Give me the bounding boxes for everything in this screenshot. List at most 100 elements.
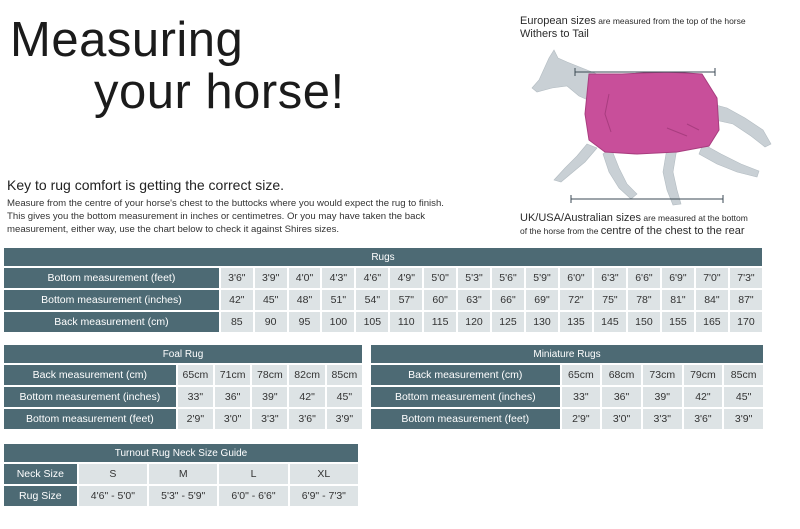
size-cell: 2'9" bbox=[177, 409, 213, 429]
size-cell: 3'3" bbox=[252, 409, 288, 429]
size-cell: 79cm bbox=[683, 365, 723, 385]
table-row: Back measurement (cm) 65cm 71cm 78cm 82cm 85c… bbox=[4, 365, 362, 385]
size-cell: 75" bbox=[593, 290, 626, 310]
size-cell: L bbox=[219, 464, 288, 484]
size-cell: 3'9" bbox=[724, 409, 763, 429]
size-cell: 84" bbox=[695, 290, 728, 310]
size-cell: 155 bbox=[661, 312, 694, 332]
size-cell: S bbox=[78, 464, 148, 484]
neck-table-caption: Turnout Rug Neck Size Guide bbox=[4, 444, 358, 462]
size-cell: 4'6" - 5'0" bbox=[78, 486, 148, 506]
size-cell: 87" bbox=[729, 290, 762, 310]
size-cell: 36" bbox=[214, 387, 251, 407]
size-cell: 45" bbox=[724, 387, 763, 407]
uk-note-small2: of the horse from the bbox=[520, 226, 601, 236]
uk-note-bold: UK/USA/Australian sizes bbox=[520, 212, 642, 224]
size-cell: 3'0" bbox=[602, 409, 641, 429]
size-cell: 115 bbox=[424, 312, 457, 332]
size-cell: 54" bbox=[356, 290, 389, 310]
size-cell: 125 bbox=[492, 312, 524, 332]
size-cell: 5'9" bbox=[525, 268, 558, 288]
miniature-rugs-size-table: Miniature Rugs Back measurement (cm) 65cm 6… bbox=[369, 343, 765, 431]
size-cell: 6'3" bbox=[593, 268, 626, 288]
size-cell: 5'0" bbox=[424, 268, 457, 288]
size-cell: 6'0" bbox=[559, 268, 592, 288]
size-cell: 73cm bbox=[642, 365, 682, 385]
table-row: Bottom measurement (feet) 2'9" 3'0" 3'3" 3'6… bbox=[371, 409, 763, 429]
table-row: Bottom measurement (inches) 33" 36" 39" 42" 4… bbox=[4, 387, 362, 407]
size-cell: 65cm bbox=[177, 365, 213, 385]
row-label: Back measurement (cm) bbox=[4, 365, 176, 385]
size-cell: 36" bbox=[602, 387, 641, 407]
size-cell: 120 bbox=[458, 312, 490, 332]
size-cell: 145 bbox=[593, 312, 626, 332]
size-cell: 81" bbox=[661, 290, 694, 310]
page-title-line1: Measuring bbox=[10, 13, 244, 67]
table-row: Bottom measurement (inches) 33" 36" 39" 42" 4… bbox=[371, 387, 763, 407]
size-cell: 5'3" - 5'9" bbox=[149, 486, 218, 506]
table-row: Bottom measurement (feet) 2'9" 3'0" 3'3" 3'6… bbox=[4, 409, 362, 429]
row-label: Bottom measurement (feet) bbox=[4, 268, 219, 288]
size-cell: 85cm bbox=[326, 365, 362, 385]
table-row: Bottom measurement (inches) 42" 45" 48" 51" 5… bbox=[4, 290, 762, 310]
size-cell: 3'9" bbox=[326, 409, 362, 429]
size-cell: 72" bbox=[559, 290, 592, 310]
size-cell: 45" bbox=[326, 387, 362, 407]
size-cell: 48" bbox=[288, 290, 321, 310]
size-cell: 85 bbox=[220, 312, 253, 332]
row-label: Bottom measurement (inches) bbox=[4, 387, 176, 407]
horse-illustration bbox=[531, 49, 772, 206]
size-cell: 165 bbox=[695, 312, 728, 332]
size-cell: 71cm bbox=[214, 365, 251, 385]
table-row: Back measurement (cm) 65cm 68cm 73cm 79cm 85c… bbox=[371, 365, 763, 385]
size-cell: 33" bbox=[561, 387, 601, 407]
key-heading: Key to rug comfort is getting the correc… bbox=[7, 177, 285, 193]
size-cell: 5'6" bbox=[492, 268, 524, 288]
size-cell: 170 bbox=[729, 312, 762, 332]
size-cell: 82cm bbox=[289, 365, 325, 385]
size-cell: 6'0" - 6'6" bbox=[219, 486, 288, 506]
size-cell: XL bbox=[289, 464, 358, 484]
size-cell: 66" bbox=[492, 290, 524, 310]
page-title-line2: your horse! bbox=[94, 65, 345, 119]
eu-note-line2: Withers to Tail bbox=[520, 28, 589, 40]
size-cell: 60" bbox=[424, 290, 457, 310]
table-row: Bottom measurement (feet) 3'6" 3'9" 4'0" 4'3… bbox=[4, 268, 762, 288]
foal-table-caption: Foal Rug bbox=[4, 345, 362, 363]
size-cell: 150 bbox=[627, 312, 660, 332]
rugs-size-table: Rugs Bottom measurement (feet) 3'6" 3'9" 4'0… bbox=[2, 246, 764, 334]
size-cell: 3'6" bbox=[683, 409, 723, 429]
size-cell: 33" bbox=[177, 387, 213, 407]
size-cell: 6'9" bbox=[661, 268, 694, 288]
size-cell: 110 bbox=[390, 312, 423, 332]
size-cell: 3'6" bbox=[220, 268, 253, 288]
intro-text: Measure from the centre of your horse's … bbox=[7, 198, 444, 235]
size-cell: 3'6" bbox=[289, 409, 325, 429]
eu-note-small: are measured from the top of the horse bbox=[595, 16, 746, 26]
size-cell: 6'9" - 7'3" bbox=[289, 486, 358, 506]
size-cell: 65cm bbox=[561, 365, 601, 385]
size-cell: 39" bbox=[252, 387, 288, 407]
eu-note-bold: European sizes bbox=[520, 15, 596, 27]
size-cell: 7'0" bbox=[695, 268, 728, 288]
size-cell: 42" bbox=[683, 387, 723, 407]
row-label: Bottom measurement (inches) bbox=[371, 387, 560, 407]
uk-note-big2: centre of the chest to the rear bbox=[600, 225, 745, 237]
table-row: Rug Size 4'6" - 5'0" 5'3" - 5'9" 6'0" - 6'6… bbox=[4, 486, 358, 506]
size-cell: 5'3" bbox=[458, 268, 490, 288]
size-cell: 4'9" bbox=[390, 268, 423, 288]
size-cell: 4'6" bbox=[356, 268, 389, 288]
table-row: Back measurement (cm) 85 90 95 100 105 110 115 1… bbox=[4, 312, 762, 332]
horse-silhouette bbox=[531, 49, 772, 206]
size-cell: 105 bbox=[356, 312, 389, 332]
size-cell: 42" bbox=[289, 387, 325, 407]
size-cell: 69" bbox=[525, 290, 558, 310]
size-cell: 130 bbox=[525, 312, 558, 332]
size-cell: 3'3" bbox=[642, 409, 682, 429]
size-cell: 42" bbox=[220, 290, 253, 310]
size-cell: 100 bbox=[322, 312, 355, 332]
size-cell: 78cm bbox=[252, 365, 288, 385]
foal-rug-size-table: Foal Rug Back measurement (cm) 65cm 71cm 78c… bbox=[2, 343, 364, 431]
size-cell: 95 bbox=[288, 312, 321, 332]
uk-note-small1: are measured at the bottom bbox=[641, 213, 748, 223]
